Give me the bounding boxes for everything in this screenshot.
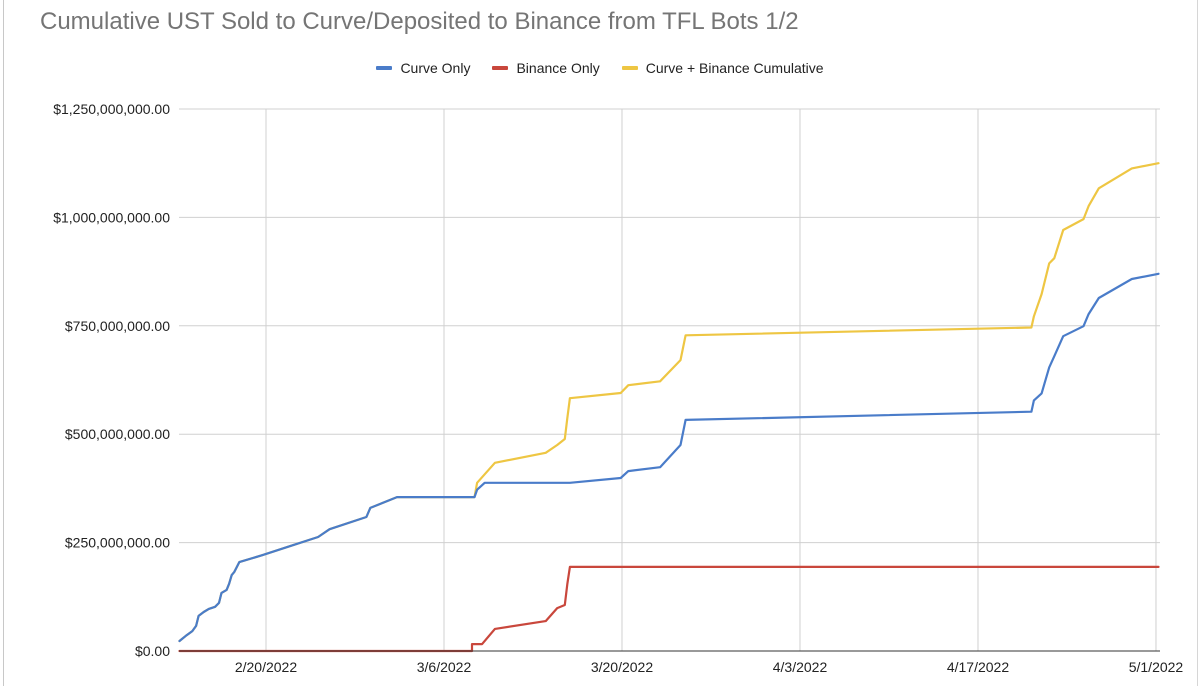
legend-swatch-icon [492, 66, 509, 70]
y-tick-label: $1,000,000,000.00 [53, 209, 170, 225]
x-tick-label: 3/20/2022 [591, 659, 653, 675]
legend-swatch-icon [621, 66, 638, 70]
series-lines [178, 162, 1160, 653]
legend-swatch-icon [376, 66, 393, 70]
legend-label: Curve Only [400, 60, 471, 76]
legend-label: Curve + Binance Cumulative [645, 60, 824, 76]
series-line-curve-binance-cumulative[interactable] [178, 162, 1160, 643]
legend-label: Binance Only [516, 60, 600, 76]
y-tick-label: $750,000,000.00 [65, 318, 170, 334]
legend-item-binance-only[interactable]: Binance Only [492, 60, 600, 76]
y-axis-ticks: $0.00 $250,000,000.00 $500,000,000.00 $750,… [53, 101, 170, 659]
chart-legend: Curve Only Binance Only Curve + Binance … [0, 60, 1200, 76]
y-tick-label: $0.00 [135, 643, 170, 659]
sheet-left-border [3, 0, 4, 686]
sheet-right-border [1197, 0, 1198, 686]
y-tick-label: $250,000,000.00 [65, 535, 170, 551]
series-line-curve-only[interactable] [178, 272, 1160, 643]
x-tick-label: 3/6/2022 [417, 659, 472, 675]
x-tick-label: 4/17/2022 [947, 659, 1009, 675]
series-line-binance-only[interactable] [178, 565, 1160, 653]
legend-item-curve-only[interactable]: Curve Only [376, 60, 470, 76]
x-tick-label: 2/20/2022 [235, 659, 297, 675]
gridlines [179, 108, 1160, 651]
y-tick-label: $1,250,000,000.00 [53, 101, 170, 117]
x-tick-label: 5/1/2022 [1129, 659, 1184, 675]
x-tick-label: 4/3/2022 [773, 659, 828, 675]
chart-title: Cumulative UST Sold to Curve/Deposited t… [40, 8, 799, 35]
y-tick-label: $500,000,000.00 [65, 426, 170, 442]
x-axis-ticks: 2/20/2022 3/6/2022 3/20/2022 4/3/2022 4/17/2… [235, 659, 1184, 675]
legend-item-cumulative[interactable]: Curve + Binance Cumulative [621, 60, 824, 76]
